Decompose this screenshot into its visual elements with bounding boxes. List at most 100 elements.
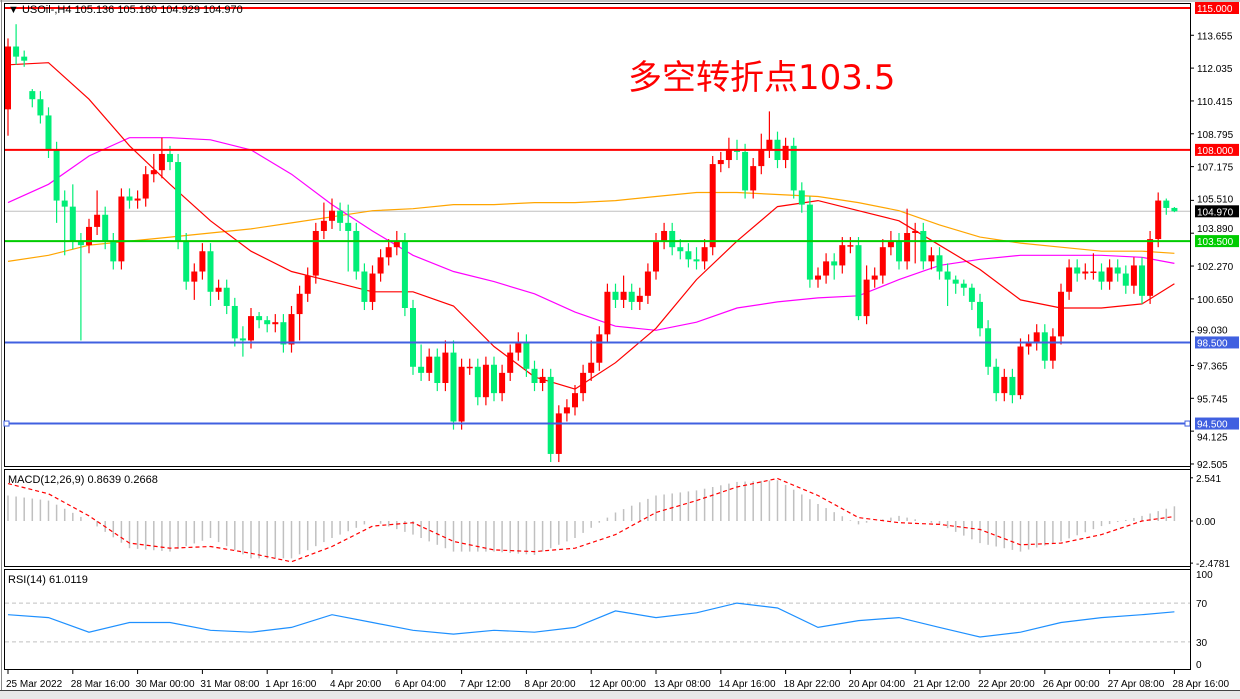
x-tick-label: 30 Mar 00:00 [136, 679, 195, 690]
y-tick-label: 100.650 [1197, 295, 1234, 306]
rsi-y-tick-label: 100 [1196, 570, 1213, 581]
candle [207, 243, 214, 306]
candle [1130, 257, 1137, 294]
rsi-y-tick-label: 70 [1196, 599, 1208, 610]
candle-body [401, 241, 408, 308]
macd-y-tick-label: 0.00 [1196, 517, 1216, 528]
candle-body [199, 251, 206, 272]
candle-body [142, 174, 149, 199]
candle [223, 279, 230, 315]
candle [304, 267, 311, 302]
price-level-tag [1195, 235, 1239, 248]
symbol-label: USOil-,H4 [21, 4, 72, 16]
candle [823, 253, 830, 284]
x-tick-label: 25 Mar 2022 [6, 679, 63, 690]
price-level-tag [1195, 2, 1239, 14]
candle-body [798, 190, 805, 205]
candle [410, 299, 416, 375]
line-handle[interactable] [3, 420, 10, 427]
candle-body [847, 245, 854, 247]
candle-body [515, 342, 522, 353]
candle-body [361, 271, 368, 302]
rsi-title: RSI(14) 61.0119 [8, 574, 88, 586]
candle-body [337, 210, 344, 223]
close-value: 104.970 [203, 4, 243, 16]
candle [142, 166, 149, 207]
x-tick-label: 18 Apr 22:00 [784, 679, 841, 690]
candle-body [256, 316, 263, 321]
candle-body [442, 352, 449, 383]
candle-body [1139, 265, 1145, 296]
candle-body [644, 271, 651, 296]
candle [482, 356, 489, 406]
candle-body [167, 153, 173, 163]
candle-body [94, 214, 101, 227]
candle [863, 265, 870, 325]
x-tick-label: 28 Apr 16:00 [1172, 679, 1229, 690]
candle-body [612, 291, 619, 300]
candle-body [1090, 271, 1097, 274]
collapse-triangle-icon[interactable]: ▼ [8, 4, 19, 16]
candle [53, 141, 60, 223]
candle-body [458, 366, 465, 422]
candle-body [766, 139, 773, 150]
candle [434, 348, 441, 392]
candle [158, 137, 165, 179]
x-tick-label: 1 Apr 16:00 [265, 679, 317, 690]
candle [628, 283, 635, 311]
price-level-label: 94.500 [1197, 420, 1228, 431]
candle-body [1082, 271, 1089, 274]
candle-body [596, 334, 603, 363]
candle [1082, 263, 1089, 280]
candle [102, 206, 109, 250]
annotation-text[interactable]: 多空转折点103.5 [628, 58, 896, 98]
candle-body [175, 162, 182, 242]
ma-mid-line [7, 137, 1175, 331]
line-handle[interactable] [1184, 420, 1191, 427]
candle [620, 275, 627, 308]
candle [815, 267, 821, 288]
candle [985, 320, 992, 375]
candle [977, 293, 983, 337]
candle [912, 222, 919, 264]
ma-slow-line [7, 191, 1175, 262]
candle [264, 316, 271, 333]
current-price-label: 104.970 [1197, 207, 1234, 218]
candle [361, 263, 368, 311]
candle-body [1171, 207, 1178, 212]
candle-body [555, 413, 562, 454]
candle [904, 208, 911, 270]
candle-body [1017, 346, 1024, 396]
candle [709, 155, 716, 256]
candle-body [977, 301, 983, 329]
candle-body [1114, 267, 1121, 274]
candle [86, 218, 92, 254]
candle-body [183, 241, 190, 282]
candle-body [280, 322, 287, 345]
candle [539, 368, 546, 392]
candle [215, 279, 222, 300]
candle-body [45, 115, 52, 150]
candle-body [312, 230, 319, 276]
candle-body [434, 356, 441, 383]
candle [353, 222, 360, 280]
candle [596, 326, 603, 371]
candle [296, 285, 303, 341]
candle [1155, 192, 1162, 248]
candle-body [523, 342, 530, 369]
candle-body [272, 322, 279, 325]
candle [37, 91, 44, 124]
x-tick-label: 22 Apr 20:00 [978, 679, 1035, 690]
candle-body [482, 364, 489, 398]
candle [871, 267, 878, 288]
candle [612, 283, 619, 308]
candle [1171, 207, 1178, 213]
candle [661, 222, 668, 250]
candle-body [86, 226, 92, 246]
candle [701, 239, 708, 270]
candle-body [563, 407, 570, 414]
candle-body [377, 257, 384, 274]
candle-body [1001, 376, 1008, 394]
candle [1041, 324, 1048, 369]
